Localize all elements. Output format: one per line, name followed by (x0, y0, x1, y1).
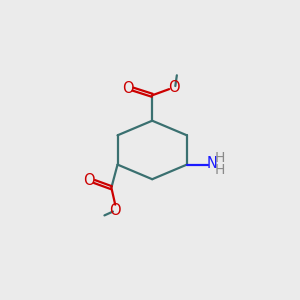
Text: O: O (109, 202, 120, 217)
Text: O: O (122, 81, 134, 96)
Text: H: H (215, 163, 225, 177)
Text: N: N (207, 155, 218, 170)
Text: H: H (215, 151, 225, 165)
Text: O: O (83, 173, 95, 188)
Text: O: O (168, 80, 180, 95)
